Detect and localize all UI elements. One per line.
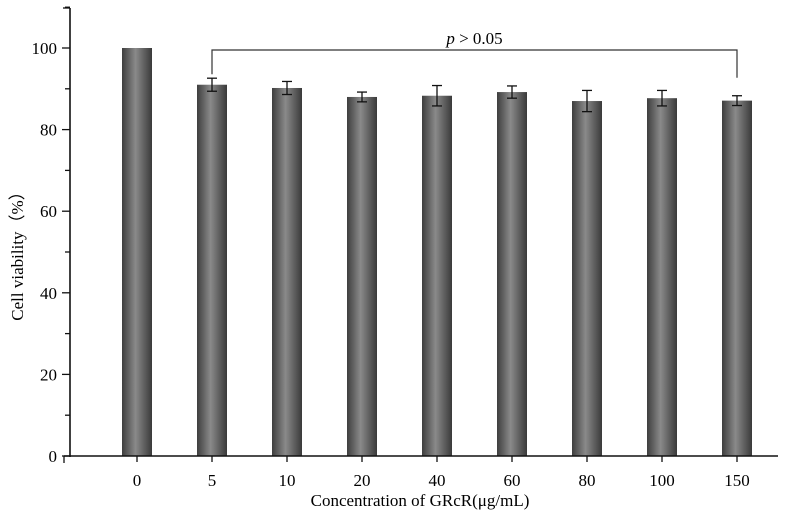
bar-20 (347, 96, 377, 457)
bar-10 (272, 87, 302, 456)
y-tick-label: 100 (32, 39, 58, 58)
bar-60 (497, 92, 527, 457)
y-tick-label: 20 (40, 365, 57, 384)
bar-40 (422, 95, 452, 457)
y-axis-title: Cell viability（%） (8, 183, 27, 320)
x-tick-label: 80 (579, 471, 596, 490)
x-tick-label: 10 (279, 471, 296, 490)
error-bar-60 (507, 85, 517, 99)
bar-80 (572, 101, 602, 456)
error-bar-150 (732, 95, 742, 107)
y-tick-label: 0 (49, 447, 58, 466)
significance-annotation: p > 0.05 (211, 29, 738, 78)
error-bar-40 (432, 84, 442, 107)
bar-0 (122, 48, 152, 456)
bar-100 (647, 98, 677, 457)
axes: 0 5 10 20 40 60 80 100 150 0 20 40 60 80 100 (32, 6, 778, 490)
x-tick-label: 5 (208, 471, 217, 490)
x-tick-label: 40 (429, 471, 446, 490)
bars (122, 48, 752, 457)
x-tick-label: 20 (354, 471, 371, 490)
error-bar-100 (657, 89, 667, 107)
x-tick-label: 100 (649, 471, 675, 490)
y-tick-label: 40 (40, 284, 57, 303)
x-tick-label: 0 (133, 471, 142, 490)
x-tick-label: 60 (504, 471, 521, 490)
p-value-label: p > 0.05 (445, 29, 502, 48)
error-bar-10 (282, 80, 292, 96)
error-bars (207, 77, 742, 113)
y-tick-label: 80 (40, 121, 57, 140)
error-bar-80 (582, 89, 592, 113)
bar-150 (722, 100, 752, 456)
x-tick-label: 150 (724, 471, 750, 490)
y-tick-label: 60 (40, 202, 57, 221)
x-axis-title: Concentration of GRcR(μg/mL) (311, 491, 530, 510)
bar-5 (197, 84, 227, 456)
error-bar-5 (207, 77, 217, 92)
significance-bracket (211, 49, 738, 78)
error-bar-20 (357, 91, 367, 103)
